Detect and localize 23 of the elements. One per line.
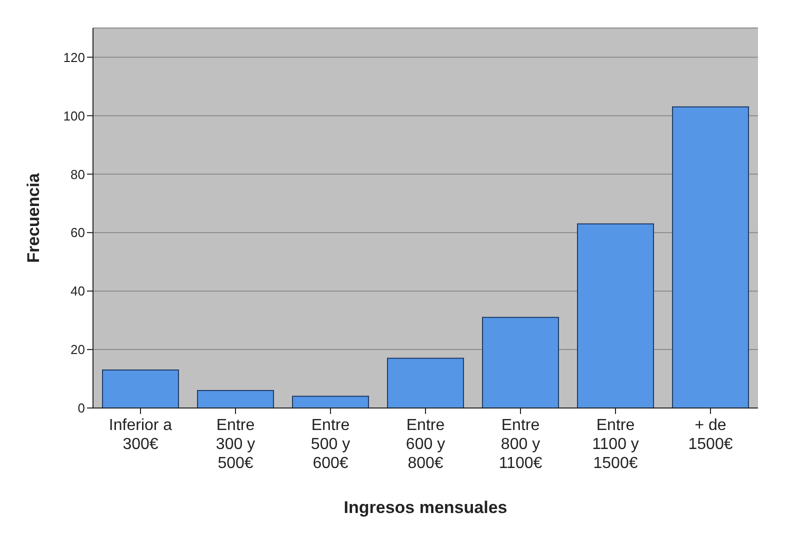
y-tick-label: 20: [70, 342, 85, 358]
y-tick-label: 40: [70, 284, 85, 299]
y-tick-label: 0: [78, 400, 85, 416]
bar: [482, 316, 559, 408]
x-tick-label: Entre 300 y 500€: [216, 417, 256, 472]
bar: [577, 223, 654, 408]
bar: [292, 396, 369, 408]
x-tick-label: Entre 600 y 800€: [406, 417, 446, 472]
y-tick-label: 60: [70, 225, 85, 240]
y-tick-label: 100: [63, 108, 85, 124]
bar: [387, 358, 464, 408]
x-tick-label: Inferior a 300€: [108, 417, 172, 453]
bar: [672, 106, 749, 408]
x-tick-label: Entre 800 y 1100€: [498, 417, 542, 472]
y-axis-title: Frecuencia: [24, 172, 44, 263]
y-tick-label: 80: [70, 166, 85, 182]
bar: [102, 370, 179, 408]
y-tick-label: 120: [63, 50, 85, 65]
x-tick-label: + de 1500€: [688, 417, 733, 453]
bar: [197, 390, 274, 408]
x-tick-label: Entre 1100 y 1500€: [592, 417, 639, 472]
x-tick-label: Entre 500 y 600€: [310, 417, 350, 472]
x-axis-title: Ingresos mensuales: [344, 498, 508, 517]
